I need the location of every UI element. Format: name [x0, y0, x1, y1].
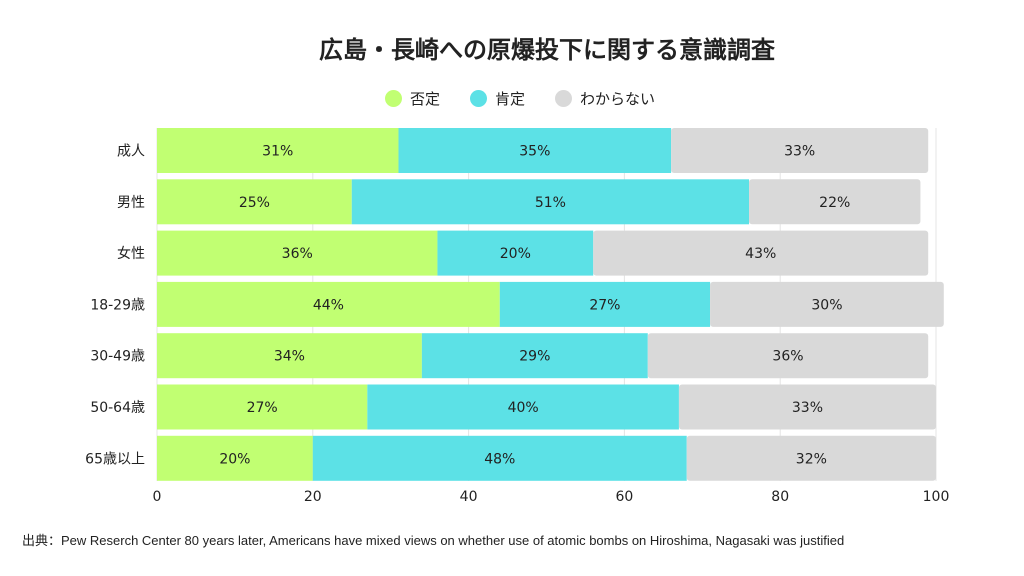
legend-item-negative: 否定 — [385, 88, 440, 109]
bar-segment — [312, 435, 687, 481]
y-category-label: 女性 — [117, 245, 145, 262]
legend: 否定 肯定 わからない — [385, 88, 655, 109]
data-label: 29% — [519, 349, 550, 365]
legend-item-positive: 肯定 — [470, 88, 525, 109]
x-tick-label: 60 — [615, 489, 633, 505]
data-label: 35% — [519, 144, 550, 160]
bar-segment — [157, 179, 352, 225]
x-tick-label: 100 — [923, 489, 950, 505]
source-note: 出典：Pew Reserch Center 80 years later, Am… — [22, 533, 845, 548]
y-category-label: 18-29歳 — [90, 297, 145, 313]
y-category-label: 男性 — [117, 195, 145, 211]
x-tick-label: 40 — [460, 489, 478, 505]
bar-segment — [421, 333, 648, 379]
data-label: 44% — [313, 297, 344, 313]
data-label: 31% — [262, 144, 293, 160]
data-label: 51% — [535, 195, 566, 211]
bar-segment — [157, 281, 500, 327]
legend-swatch — [470, 90, 488, 107]
data-label: 34% — [274, 349, 305, 365]
y-category-label: 50-64歳 — [90, 400, 145, 416]
data-label: 25% — [239, 195, 270, 211]
data-label: 27% — [247, 400, 278, 416]
data-label: 33% — [784, 144, 815, 160]
data-label: 33% — [792, 400, 823, 416]
bar-segment — [499, 281, 711, 327]
y-category-label: 成人 — [117, 144, 145, 160]
bar-segment — [157, 435, 313, 481]
bar-segment — [367, 384, 679, 430]
bar-segment — [157, 384, 368, 430]
legend-swatch — [385, 90, 402, 107]
chart-title: 広島・長崎への原爆投下に関する意識調査 — [319, 36, 775, 64]
y-category-label: 30-49歳 — [90, 349, 145, 365]
legend-label: 肯定 — [495, 90, 526, 108]
data-label: 20% — [219, 451, 250, 467]
data-label: 40% — [508, 400, 539, 416]
data-label: 36% — [772, 349, 803, 365]
x-tick-label: 0 — [153, 489, 162, 505]
bar-segment — [647, 333, 929, 379]
legend-item-unknown: わからない — [555, 88, 655, 109]
bar-segment — [157, 230, 438, 276]
y-category-label: 65歳以上 — [85, 451, 145, 467]
legend-label: わからない — [580, 90, 656, 108]
x-tick-label: 80 — [771, 489, 789, 505]
bar-segment — [710, 281, 944, 327]
data-label: 43% — [745, 246, 776, 262]
bar-segment — [678, 384, 936, 430]
bar-segment — [671, 128, 929, 173]
x-tick-label: 20 — [304, 489, 322, 505]
bar-segment — [593, 230, 929, 276]
data-label: 30% — [811, 297, 842, 313]
data-label: 48% — [484, 451, 515, 467]
data-label: 20% — [500, 246, 531, 262]
bar-segment — [351, 179, 750, 225]
legend-label: 否定 — [410, 90, 441, 108]
bar-segment — [157, 333, 422, 379]
bar-segment — [686, 435, 936, 481]
legend-swatch — [555, 90, 573, 107]
bar-segment — [157, 128, 399, 173]
data-label: 27% — [589, 297, 620, 313]
bar-segment — [749, 179, 921, 225]
bar-segment — [398, 128, 672, 173]
data-label: 32% — [796, 451, 827, 467]
data-label: 36% — [282, 246, 313, 262]
data-label: 22% — [819, 195, 850, 211]
bar-segment — [437, 230, 594, 276]
